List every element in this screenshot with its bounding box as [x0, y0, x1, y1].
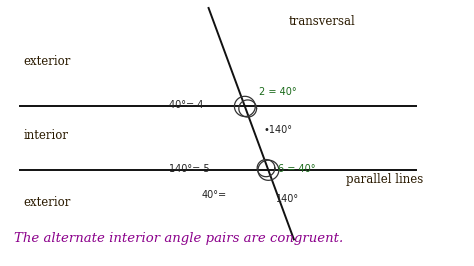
Text: 140°: 140°	[275, 194, 299, 204]
Text: interior: interior	[24, 129, 69, 142]
Text: The alternate interior angle pairs are congruent.: The alternate interior angle pairs are c…	[14, 232, 344, 245]
Text: transversal: transversal	[289, 15, 356, 28]
Text: •140°: •140°	[264, 125, 293, 135]
Text: exterior: exterior	[24, 55, 71, 68]
Text: 40°=: 40°=	[202, 190, 227, 200]
Text: parallel lines: parallel lines	[346, 173, 423, 186]
Text: exterior: exterior	[24, 196, 71, 209]
Text: 6 = 40°: 6 = 40°	[278, 164, 315, 174]
Text: 2 = 40°: 2 = 40°	[259, 87, 297, 97]
Text: 140°= 5: 140°= 5	[169, 164, 210, 174]
Text: 40°= 4: 40°= 4	[169, 100, 203, 110]
